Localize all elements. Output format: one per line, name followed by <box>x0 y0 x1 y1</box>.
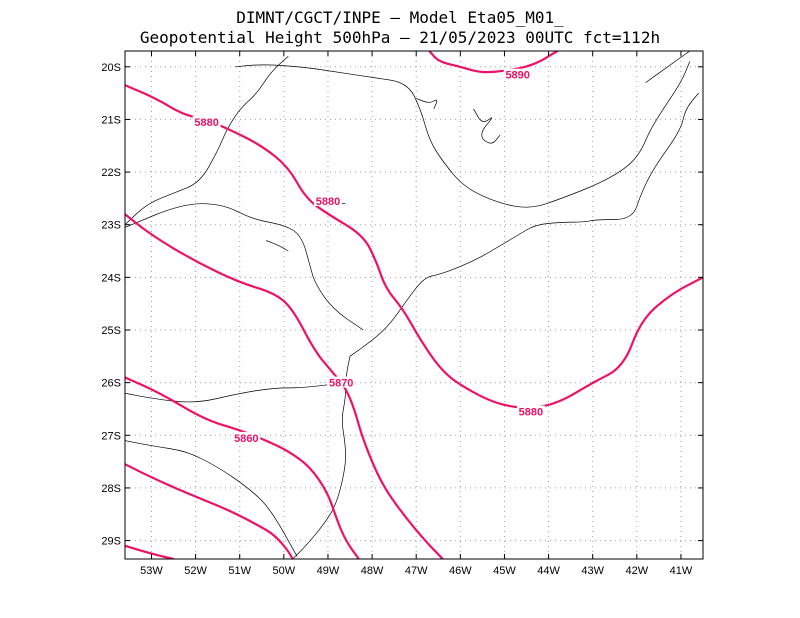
latitude-axis: 20S 21S 22S 23S 24S 25S 26S 27S 28S 29S <box>101 62 703 548</box>
lon-tick-label: 48W <box>361 565 384 577</box>
border-mg-sp <box>235 61 691 208</box>
map-plot-area: 5880 5880 5890 5870 5880 5860 <box>124 50 704 560</box>
contour-label: 5870 <box>329 378 353 390</box>
lon-tick-label: 51W <box>228 565 251 577</box>
lon-tick-label: 41W <box>670 565 693 577</box>
border-pr-sp <box>125 203 364 331</box>
border-sc-rs <box>125 440 298 557</box>
contour-5880 <box>125 84 703 409</box>
coastlines-and-borders <box>125 51 699 559</box>
lon-tick-label: 53W <box>140 565 163 577</box>
lake-4 <box>266 240 289 252</box>
lon-tick-label: 46W <box>449 565 472 577</box>
lon-tick-label: 47W <box>405 565 428 577</box>
coast-pr-sc-rs <box>292 356 351 559</box>
lon-tick-label: 50W <box>273 565 296 577</box>
contour-label: 5880 <box>316 196 340 208</box>
contour-label-bg <box>516 405 545 417</box>
contour-label: 5880 <box>194 117 218 129</box>
contour-label-bg <box>313 195 342 207</box>
contour-5860 <box>125 463 294 559</box>
lat-tick-label: 23S <box>101 220 121 232</box>
lat-tick-label: 24S <box>101 272 121 284</box>
lake-2 <box>473 108 501 144</box>
contour-label-bg <box>232 431 261 443</box>
lat-tick-label: 29S <box>101 536 121 548</box>
contour-5860 <box>125 376 360 559</box>
border-mg-east <box>645 51 691 83</box>
lat-tick-label: 20S <box>101 62 121 74</box>
contour-5890 <box>428 51 559 74</box>
lon-tick-label: 49W <box>317 565 340 577</box>
contour-5870 <box>125 213 444 559</box>
border-west-1 <box>125 56 289 225</box>
contour-label: 5880 <box>519 407 543 419</box>
contour-label: 5890 <box>505 70 529 82</box>
lat-tick-label: 28S <box>101 483 121 495</box>
border-pr-sc <box>125 382 346 403</box>
lat-tick-label: 27S <box>101 430 121 442</box>
title-line-1: DIMNT/CGCT/INPE – Model Eta05_M01_ <box>236 8 564 27</box>
lake-1 <box>416 98 438 110</box>
lat-tick-label: 25S <box>101 325 121 337</box>
lon-tick-label: 42W <box>626 565 649 577</box>
lon-tick-label: 45W <box>493 565 516 577</box>
lon-tick-label: 52W <box>184 565 207 577</box>
contour-label-bg <box>192 116 221 128</box>
lat-tick-label: 22S <box>101 167 121 179</box>
contour-label-bg <box>503 68 532 80</box>
lat-tick-label: 26S <box>101 378 121 390</box>
lon-tick-label: 43W <box>581 565 604 577</box>
lon-tick-label: 44W <box>537 565 560 577</box>
lat-tick-label: 21S <box>101 114 121 126</box>
contour-label-bg <box>327 376 356 388</box>
contour-labels: 5880 5880 5890 5870 5880 5860 <box>192 68 545 445</box>
contour-label: 5860 <box>234 433 258 445</box>
coast-sp-rj-es <box>349 92 699 357</box>
plot-frame <box>124 50 704 560</box>
title-line-2: Geopotential Height 500hPa – 21/05/2023 … <box>140 28 660 47</box>
longitude-axis: 53W 52W 51W 50W 49W 48W 47W 46W 45W 44W 43W 42W 41W <box>140 51 693 577</box>
contour-5860 <box>125 544 175 559</box>
